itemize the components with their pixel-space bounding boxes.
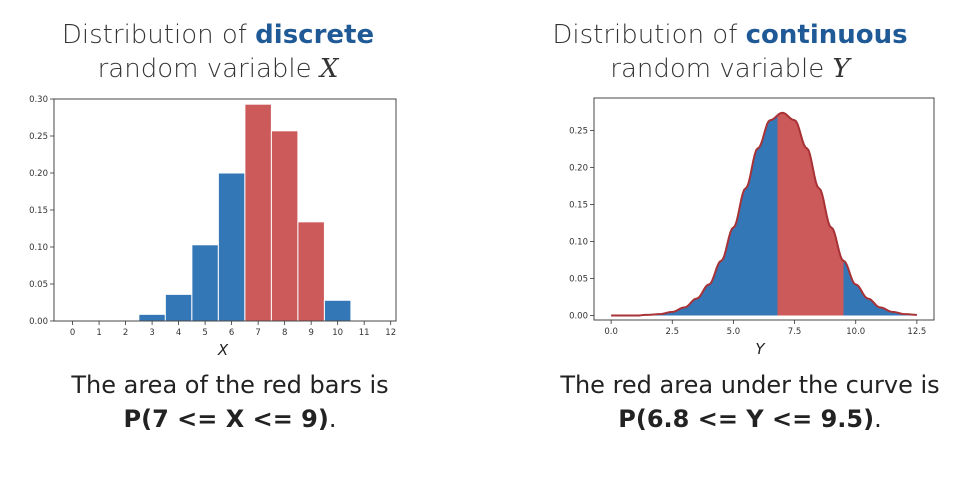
y-tick-label: 0.25: [29, 132, 48, 142]
density-area: [611, 112, 917, 316]
y-tick-label: 0.10: [569, 238, 588, 248]
left-caption-formula: P(7 <= X <= 9): [123, 405, 329, 433]
right-title-var: Y: [832, 54, 850, 84]
bar: [191, 244, 219, 322]
x-tick-label: 10: [332, 328, 343, 338]
right-caption-line1: The red area under the curve is: [560, 371, 940, 399]
y-tick-label: 0.25: [569, 127, 588, 137]
x-tick-label: 10.0: [846, 327, 865, 337]
y-tick-label: 0.15: [569, 201, 588, 211]
right-plot-frame: [593, 97, 935, 321]
x-tick-label: 0.0: [604, 327, 618, 337]
x-tick-label: 5: [202, 328, 207, 338]
right-caption-formula: P(6.8 <= Y <= 9.5): [618, 405, 875, 433]
left-title-line2: random variable: [97, 54, 320, 84]
x-tick-label: 12: [385, 328, 396, 338]
bar: [138, 313, 166, 322]
bar: [297, 221, 325, 322]
y-tick-label: 0.30: [29, 95, 48, 105]
y-tick-label: 0.00: [569, 312, 588, 322]
right-title-line2: random variable: [610, 54, 833, 84]
right-caption-end: .: [874, 405, 882, 433]
bar: [244, 103, 272, 322]
x-tick-label: 2.5: [666, 327, 680, 337]
x-tick-label: 11: [359, 328, 370, 338]
left-caption-line1: The area of the red bars is: [71, 371, 389, 399]
left-caption-end: .: [328, 405, 337, 433]
x-tick-label: 6: [229, 328, 234, 338]
y-tick-label: 0.15: [29, 206, 48, 216]
left-title-var: X: [319, 54, 339, 84]
highlight-area: [777, 112, 844, 316]
x-tick-label: 7: [255, 328, 260, 338]
bar: [323, 299, 352, 322]
y-tick-label: 0.05: [29, 280, 48, 290]
left-title: Distribution of discrete random variable…: [40, 18, 396, 86]
x-axis-label: Y: [755, 340, 766, 358]
y-tick-label: 0.20: [29, 169, 48, 179]
left-title-emph: discrete: [255, 20, 375, 50]
y-tick-label: 0.05: [569, 275, 588, 285]
x-tick-label: 8: [282, 328, 287, 338]
x-tick-label: 4: [176, 328, 181, 338]
x-tick-label: 12.5: [907, 327, 926, 337]
x-tick-label: 0: [70, 328, 75, 338]
x-tick-label: 7.5: [788, 327, 802, 337]
right-title: Distribution of continuous random variab…: [548, 18, 912, 86]
y-tick-label: 0.20: [569, 164, 588, 174]
x-tick-label: 5.0: [727, 327, 741, 337]
left-title-prefix: Distribution of: [61, 20, 256, 50]
density-curve: [611, 111, 917, 317]
right-caption: The red area under the curve is P(6.8 <=…: [540, 368, 960, 436]
x-axis-label: X: [217, 341, 229, 359]
x-tick-label: 9: [308, 328, 313, 338]
y-tick-label: 0.00: [29, 317, 48, 327]
x-tick-label: 2: [123, 328, 128, 338]
x-tick-label: 3: [149, 328, 154, 338]
y-tick-label: 0.10: [29, 243, 48, 253]
right-title-prefix: Distribution of: [552, 20, 746, 50]
left-caption: The area of the red bars is P(7 <= X <= …: [20, 368, 440, 436]
bar: [270, 130, 299, 322]
right-title-emph: continuous: [745, 20, 908, 50]
bar: [217, 172, 246, 322]
x-tick-label: 1: [96, 328, 101, 338]
bar: [164, 293, 193, 322]
